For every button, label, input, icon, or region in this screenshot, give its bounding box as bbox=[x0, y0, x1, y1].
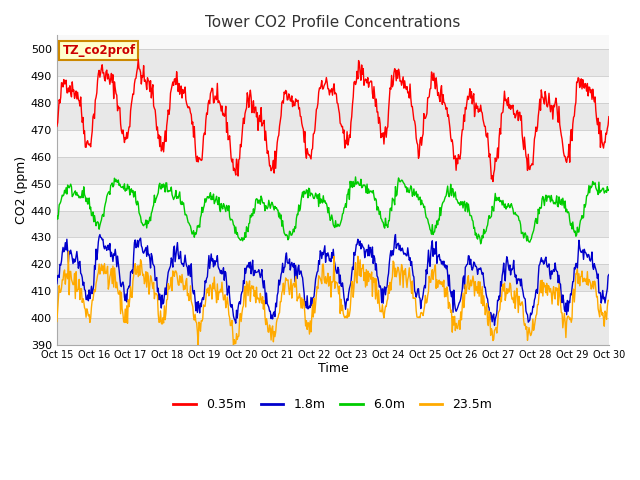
Bar bbox=[57, 49, 609, 76]
Bar bbox=[57, 22, 609, 49]
Bar bbox=[57, 264, 609, 291]
Title: Tower CO2 Profile Concentrations: Tower CO2 Profile Concentrations bbox=[205, 15, 461, 30]
X-axis label: Time: Time bbox=[317, 361, 348, 374]
Bar bbox=[57, 238, 609, 264]
Legend: 0.35m, 1.8m, 6.0m, 23.5m: 0.35m, 1.8m, 6.0m, 23.5m bbox=[168, 394, 497, 417]
Bar bbox=[57, 211, 609, 238]
Bar bbox=[57, 318, 609, 345]
Bar bbox=[57, 76, 609, 103]
Bar bbox=[57, 130, 609, 156]
Bar bbox=[57, 156, 609, 183]
Bar bbox=[57, 183, 609, 211]
Text: TZ_co2prof: TZ_co2prof bbox=[63, 44, 136, 57]
Bar bbox=[57, 291, 609, 318]
Bar bbox=[57, 103, 609, 130]
Y-axis label: CO2 (ppm): CO2 (ppm) bbox=[15, 156, 28, 224]
